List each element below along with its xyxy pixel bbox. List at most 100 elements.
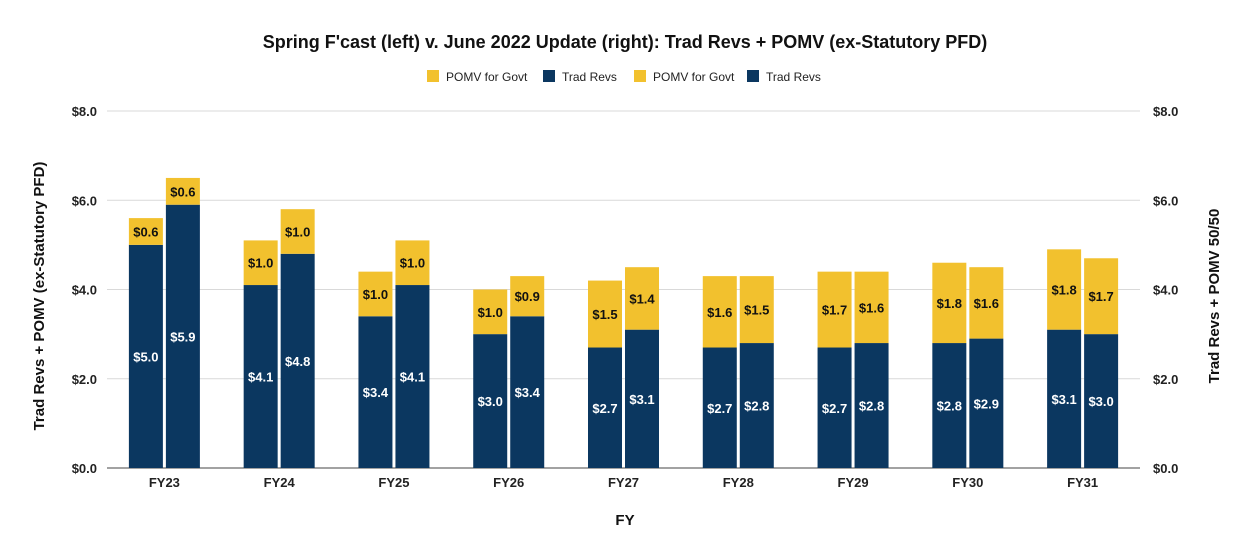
data-label-trad-revs: $2.7 <box>707 401 732 416</box>
x-axis-ticks: FY23 FY24 FY25 FY26 FY27 FY28 FY29 FY30 FY31 <box>149 475 1098 490</box>
bar-pomv-spring <box>128 218 163 245</box>
bar-pomv-spring <box>702 276 737 348</box>
legend-label: POMV for Govt <box>446 70 528 84</box>
data-label-trad-revs: $2.9 <box>974 396 999 411</box>
y-axis-left-ticks: $0.0 $2.0 $4.0 $6.0 $8.0 <box>72 104 97 476</box>
bar-pomv-spring <box>588 280 622 348</box>
data-label-pomv: $1.6 <box>859 300 884 315</box>
data-label-pomv: $0.9 <box>515 289 540 304</box>
y-axis-right-title: Trad Revs + POMV 50/50 <box>1206 209 1223 384</box>
bar-pomv-june <box>280 209 315 254</box>
x-tick-label: FY29 <box>838 475 869 490</box>
y-tick-label-right: $8.0 <box>1153 104 1178 119</box>
data-label-pomv: $1.0 <box>478 305 503 320</box>
legend-item: POMV for Govt <box>634 70 735 84</box>
data-label-trad-revs: $3.0 <box>478 394 503 409</box>
bar-trad-revs-june <box>625 329 659 468</box>
y-tick-label-right: $6.0 <box>1153 193 1178 208</box>
data-label-trad-revs: $5.0 <box>133 349 158 364</box>
y-axis-left-title: Trad Revs + POMV (ex-Statutory PFD) <box>31 162 48 431</box>
x-tick-label: FY28 <box>723 475 754 490</box>
legend-swatch <box>634 70 646 82</box>
bar-trad-revs-spring <box>128 244 163 468</box>
y-tick-label-right: $2.0 <box>1153 372 1178 387</box>
data-label-pomv: $1.7 <box>822 303 847 318</box>
data-label-trad-revs: $3.1 <box>1051 392 1076 407</box>
bar-pomv-spring <box>243 240 278 286</box>
bar-pomv-spring <box>473 289 508 335</box>
bar-trad-revs-spring <box>817 347 852 468</box>
x-tick-label: FY26 <box>493 475 524 490</box>
x-tick-label: FY31 <box>1067 475 1098 490</box>
gridlines <box>107 110 1140 469</box>
x-tick-label: FY23 <box>149 475 180 490</box>
bar-pomv-june <box>969 267 1004 339</box>
bar-pomv-spring <box>1047 249 1082 330</box>
data-label-trad-revs: $2.8 <box>937 399 962 414</box>
x-tick-label: FY25 <box>378 475 409 490</box>
bar-pomv-june <box>165 177 200 205</box>
y-axis-right-ticks: $0.0 $2.0 $4.0 $6.0 $8.0 <box>1153 104 1178 476</box>
legend-label: POMV for Govt <box>653 70 735 84</box>
data-label-pomv: $1.0 <box>363 287 388 302</box>
data-label-pomv: $1.5 <box>744 303 769 318</box>
bar-trad-revs-spring <box>932 343 967 468</box>
data-label-pomv: $1.6 <box>707 305 732 320</box>
x-tick-label: FY30 <box>952 475 983 490</box>
y-tick-label-left: $6.0 <box>72 193 97 208</box>
legend-label: Trad Revs <box>766 70 821 84</box>
bar-trad-revs-spring <box>243 285 278 468</box>
bar-pomv-june <box>739 276 774 344</box>
data-label-trad-revs: $3.0 <box>1088 394 1113 409</box>
data-label-pomv: $1.6 <box>974 296 999 311</box>
bar-pomv-june <box>395 240 430 286</box>
bar-pomv-june <box>854 271 889 344</box>
x-axis-title: FY <box>615 512 634 529</box>
legend-swatch <box>543 70 555 82</box>
bar-pomv-spring <box>817 271 852 348</box>
bar-trad-revs-june <box>395 285 430 468</box>
data-label-pomv: $1.4 <box>629 291 655 306</box>
bar-trad-revs-june <box>854 343 889 468</box>
bar-trad-revs-june <box>165 204 200 468</box>
legend-swatch <box>427 70 439 82</box>
x-tick-label: FY24 <box>264 475 296 490</box>
bar-pomv-june <box>510 276 545 317</box>
data-label-pomv: $1.8 <box>937 296 962 311</box>
data-label-trad-revs: $2.7 <box>822 401 847 416</box>
data-label-trad-revs: $3.4 <box>363 385 389 400</box>
data-label-trad-revs: $2.8 <box>744 399 769 414</box>
y-tick-label-right: $0.0 <box>1153 461 1178 476</box>
bar-trad-revs-june <box>510 316 545 468</box>
data-label-pomv: $0.6 <box>133 224 158 239</box>
data-label-pomv: $1.0 <box>248 256 273 271</box>
data-label-trad-revs: $4.1 <box>248 370 273 385</box>
y-tick-label-left: $2.0 <box>72 372 97 387</box>
y-tick-label-right: $4.0 <box>1153 283 1178 298</box>
bar-trad-revs-june <box>280 253 315 468</box>
bar-trad-revs-spring <box>1047 329 1082 468</box>
x-tick-label: FY27 <box>608 475 639 490</box>
bar-trad-revs-june <box>739 343 774 468</box>
bar-pomv-spring <box>358 271 393 317</box>
bar-trad-revs-june <box>969 338 1004 468</box>
data-label-trad-revs: $5.9 <box>170 329 195 344</box>
y-tick-label-left: $8.0 <box>72 104 97 119</box>
data-label-trad-revs: $3.4 <box>515 385 541 400</box>
data-label-trad-revs: $4.8 <box>285 354 310 369</box>
legend-item: Trad Revs <box>543 70 617 84</box>
legend-swatch <box>747 70 759 82</box>
data-label-pomv: $1.0 <box>400 256 425 271</box>
bar-pomv-june <box>1084 258 1119 335</box>
bar-trad-revs-june <box>1084 334 1119 468</box>
data-label-trad-revs: $2.8 <box>859 399 884 414</box>
data-label-trad-revs: $4.1 <box>400 370 425 385</box>
chart-title: Spring F'cast (left) v. June 2022 Update… <box>263 32 988 52</box>
data-label-pomv: $1.7 <box>1088 289 1113 304</box>
bar-trad-revs-spring <box>702 347 737 468</box>
bar-pomv-june <box>625 267 659 330</box>
y-tick-label-left: $0.0 <box>72 461 97 476</box>
bar-trad-revs-spring <box>358 316 393 468</box>
bar-series: $5.0 $0.6 $5.9 $0.6 $4.1 $1.0 $4.8 $1.0 $3.4 $1.0… <box>128 177 1119 468</box>
